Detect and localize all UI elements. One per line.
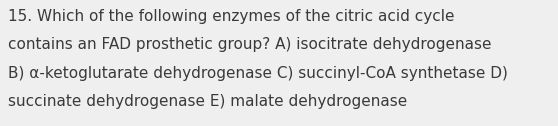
Text: B) α-ketoglutarate dehydrogenase C) succinyl-CoA synthetase D): B) α-ketoglutarate dehydrogenase C) succ… [8, 66, 508, 81]
Text: contains an FAD prosthetic group? A) isocitrate dehydrogenase: contains an FAD prosthetic group? A) iso… [8, 37, 492, 52]
Text: 15. Which of the following enzymes of the citric acid cycle: 15. Which of the following enzymes of th… [8, 9, 455, 24]
Text: succinate dehydrogenase E) malate dehydrogenase: succinate dehydrogenase E) malate dehydr… [8, 94, 408, 109]
